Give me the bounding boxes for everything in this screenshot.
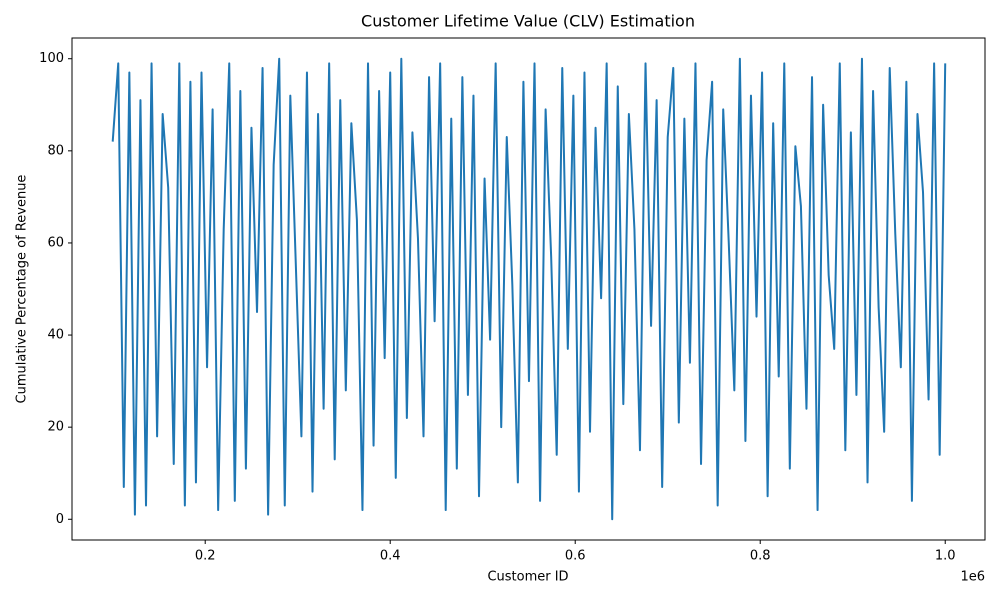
y-tick-label: 20 — [47, 420, 64, 435]
y-tick-label: 80 — [47, 143, 64, 158]
y-tick-label: 0 — [56, 512, 64, 527]
x-tick-label: 1.0 — [935, 549, 956, 564]
x-tick-label: 0.6 — [565, 549, 586, 564]
x-offset-label: 1e6 — [960, 570, 985, 585]
plot-frame — [71, 37, 986, 541]
y-axis-label: Cumulative Percentage of Revenue — [15, 175, 30, 404]
x-tick-label: 0.2 — [195, 549, 216, 564]
x-axis-label: Customer ID — [487, 570, 568, 585]
data-line — [111, 57, 947, 521]
x-tick-label: 0.4 — [380, 549, 401, 564]
y-tick-label: 60 — [47, 235, 64, 250]
y-tick-label: 100 — [39, 51, 64, 66]
x-tick-label: 0.8 — [750, 549, 771, 564]
y-tick-label: 40 — [47, 328, 64, 343]
chart-title: Customer Lifetime Value (CLV) Estimation — [361, 12, 695, 31]
